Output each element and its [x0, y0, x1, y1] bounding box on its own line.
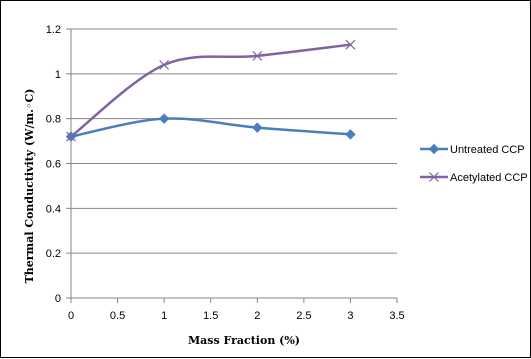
x-tick-label: 2.5	[296, 310, 311, 322]
y-tick-label: 1	[55, 69, 61, 81]
x-tick-label: 3.5	[389, 310, 404, 322]
data-point-series-2	[345, 39, 356, 50]
axes: 0 0.2 0.4 0.6 0.8 1 1.2 0 0.5 1 1.5 2 2.5 3 3.5	[46, 24, 405, 322]
series-markers	[65, 39, 356, 142]
x-tick-label: 1	[161, 310, 167, 322]
legend-marker-2	[429, 172, 439, 182]
legend-marker-1	[428, 143, 440, 155]
y-tick-label: 0.2	[46, 248, 61, 260]
data-point-series-1	[158, 113, 170, 124]
series-line-2	[69, 43, 352, 138]
x-axis-title: Mass Fraction (%)	[188, 334, 300, 347]
gridlines	[71, 28, 397, 254]
series-lines	[69, 43, 352, 138]
legend-label-2: Acetylated CCP	[450, 172, 528, 184]
marker-stroke	[66, 131, 76, 142]
marker-stroke	[429, 172, 439, 182]
marker-stroke	[252, 50, 263, 61]
series-line-1	[69, 117, 352, 138]
y-tick-label: 0.6	[46, 159, 61, 171]
data-point-series-2	[66, 131, 76, 142]
x-tick-label: 3	[347, 310, 353, 322]
data-point-series-1	[252, 122, 263, 133]
x-tick-label: 0	[68, 310, 74, 322]
marker-stroke	[345, 39, 356, 50]
x-tick-label: 0.5	[110, 310, 125, 322]
data-point-series-2	[252, 50, 263, 61]
y-tick-label: 0.4	[46, 203, 61, 215]
data-point-series-2	[159, 59, 170, 70]
x-tick-label: 1.5	[203, 310, 218, 322]
y-tick-label: 0	[55, 293, 61, 305]
data-point-series-1	[345, 129, 356, 140]
legend-label-1: Untreated CCP	[450, 144, 525, 156]
x-tick-label: 2	[254, 310, 260, 322]
y-tick-label: 1.2	[46, 24, 61, 36]
legend: Untreated CCP Acetylated CCP	[420, 143, 528, 184]
y-tick-label: 0.8	[46, 114, 61, 126]
marker-stroke	[159, 59, 170, 70]
y-axis-title: Thermal Conductivity (W/m.◦C)	[23, 89, 36, 284]
